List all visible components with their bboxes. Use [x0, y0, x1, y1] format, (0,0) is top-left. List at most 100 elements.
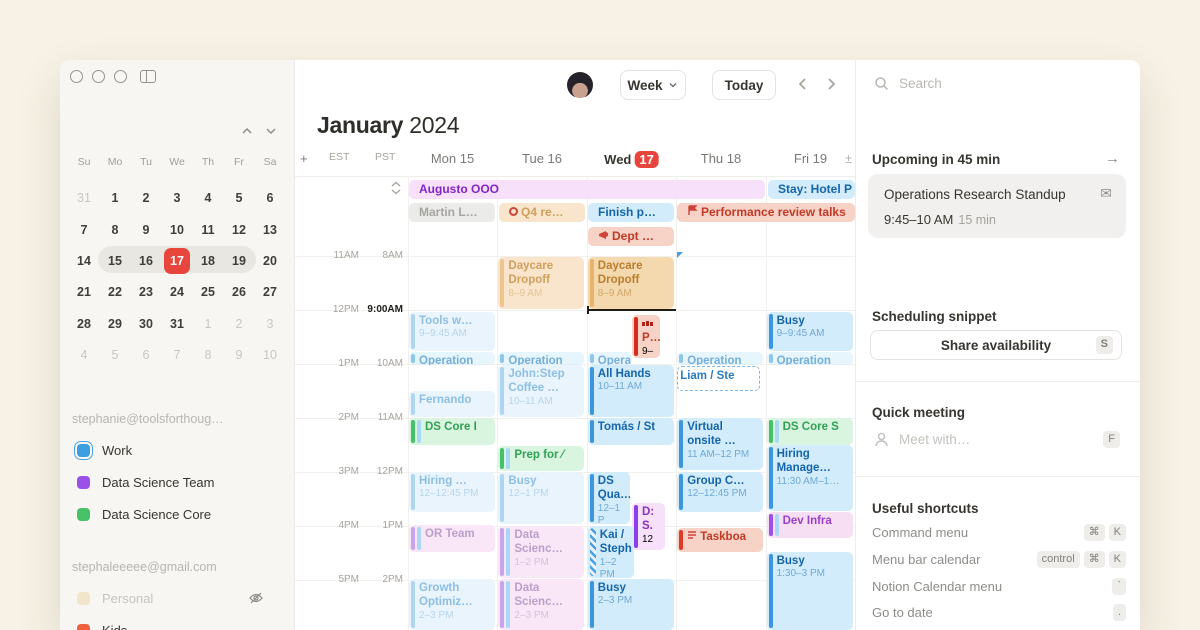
- event[interactable]: Stay: Hotel P: [768, 180, 855, 199]
- event[interactable]: Tomás / St: [587, 418, 674, 445]
- mini-cal-day[interactable]: 25: [201, 285, 215, 299]
- shortcut-row[interactable]: Menu bar calendar control ⌘ K: [872, 551, 1126, 569]
- event[interactable]: Group C… 12–12:45 PM: [677, 472, 764, 512]
- mini-cal-day[interactable]: 30: [139, 316, 153, 331]
- day-header-thu[interactable]: Thu 18: [700, 151, 742, 166]
- mini-cal-day[interactable]: 3: [266, 316, 274, 331]
- calendar-list-item[interactable]: Work: [72, 437, 282, 463]
- mini-cal-day[interactable]: 4: [80, 348, 88, 362]
- shortcut-row[interactable]: Notion Calendar menu `: [872, 578, 1126, 596]
- mini-cal-day[interactable]: 11: [201, 222, 215, 237]
- mini-cal-day[interactable]: 9: [235, 348, 243, 362]
- event[interactable]: Martin L…: [409, 203, 495, 222]
- calendar-list-item[interactable]: Kids: [72, 617, 282, 630]
- avatar[interactable]: [567, 72, 593, 98]
- event[interactable]: Prep for ⁄: [498, 446, 585, 471]
- mini-cal-day[interactable]: 5: [235, 191, 243, 205]
- event[interactable]: Q4 re…: [499, 203, 585, 222]
- event[interactable]: John:Step Coffee … 10–11 AM: [498, 365, 585, 417]
- sidebar-toggle-icon[interactable]: [140, 70, 156, 83]
- day-header-mon[interactable]: Mon 15: [430, 151, 475, 166]
- collapse-allday-icon[interactable]: [390, 181, 402, 195]
- event[interactable]: Hiring Manage… 11:30 AM–1…: [766, 445, 853, 511]
- event[interactable]: OR Team: [409, 525, 495, 552]
- mini-cal-day[interactable]: 6: [142, 348, 150, 362]
- event[interactable]: Dept …: [588, 227, 674, 246]
- mini-cal-day[interactable]: 10: [170, 222, 184, 237]
- mini-cal-day[interactable]: 4: [204, 191, 212, 205]
- event[interactable]: Tools w… 9–9:45 AM: [409, 312, 495, 351]
- event[interactable]: Opera: [587, 352, 632, 365]
- mini-cal-day[interactable]: 1: [204, 316, 212, 331]
- search-input[interactable]: Search: [874, 76, 942, 91]
- event[interactable]: Data Scienc… 2–3 PM: [498, 579, 585, 630]
- event[interactable]: Busy 2–3 PM: [587, 579, 674, 630]
- mini-cal-day[interactable]: 26: [232, 285, 246, 299]
- mini-cal-day[interactable]: 23: [139, 285, 153, 299]
- event[interactable]: D: S. 12: [632, 503, 665, 550]
- event[interactable]: Operation: [498, 352, 585, 365]
- hidden-calendar-icon[interactable]: [248, 590, 264, 606]
- event[interactable]: Growth Optimiz… 2–3 PM: [409, 579, 495, 630]
- event[interactable]: DS Qua… 12–1 P: [587, 472, 630, 524]
- mini-cal-day[interactable]: 22: [108, 285, 122, 299]
- calendar-list-item[interactable]: Data Science Core: [72, 501, 282, 527]
- window-close-icon[interactable]: [70, 70, 83, 83]
- event[interactable]: Virtual onsite … 11 AM–12 PM: [677, 418, 764, 470]
- mini-cal-day[interactable]: 7: [173, 348, 181, 362]
- event[interactable]: Busy 12–1 PM: [498, 472, 585, 524]
- mini-cal-day[interactable]: 28: [77, 316, 91, 331]
- event[interactable]: Operation: [766, 352, 853, 365]
- mini-cal-day[interactable]: 2: [142, 191, 150, 205]
- mini-cal-day[interactable]: 31: [170, 316, 184, 331]
- mini-cal-day[interactable]: 15: [108, 253, 122, 268]
- event[interactable]: Hiring … 12–12:45 PM: [409, 472, 495, 512]
- email-guests-icon[interactable]: ✉: [1100, 185, 1112, 201]
- event[interactable]: Augusto OOO: [409, 180, 765, 199]
- event[interactable]: Performance review talks: [677, 203, 855, 222]
- mini-cal-day[interactable]: 18: [201, 253, 215, 268]
- mini-cal-day[interactable]: 8: [204, 348, 212, 362]
- mini-cal-day[interactable]: 10: [263, 348, 277, 362]
- event[interactable]: Taskboa: [677, 528, 764, 552]
- mini-cal-day[interactable]: 13: [263, 222, 277, 237]
- mini-cal-next-icon[interactable]: [264, 126, 278, 136]
- mini-cal-day[interactable]: 5: [111, 348, 119, 362]
- event[interactable]: All Hands 10–11 AM: [587, 365, 674, 417]
- event[interactable]: Busy 9–9:45 AM: [766, 312, 853, 351]
- mini-cal-day[interactable]: 20: [263, 253, 277, 268]
- mini-cal-day[interactable]: 21: [77, 285, 91, 299]
- mini-cal-day[interactable]: 17: [164, 247, 190, 274]
- day-header-wed[interactable]: Wed 17: [604, 151, 659, 168]
- today-button[interactable]: Today: [712, 70, 776, 100]
- event[interactable]: Operation: [409, 352, 495, 365]
- event[interactable]: Kai / Steph 1–2 PM: [587, 526, 634, 578]
- mini-cal-day[interactable]: 19: [232, 253, 246, 268]
- mini-cal-day[interactable]: 1: [111, 191, 119, 205]
- event[interactable]: Dev Infra: [766, 512, 853, 538]
- upcoming-arrow-icon[interactable]: →: [1105, 150, 1120, 167]
- event[interactable]: Busy 1:30–3 PM: [766, 552, 853, 630]
- window-zoom-icon[interactable]: [114, 70, 127, 83]
- event[interactable]: Daycare Dropoff 8–9 AM: [498, 257, 585, 309]
- mini-cal-day[interactable]: 3: [173, 191, 181, 205]
- event[interactable]: Liam / Ste: [677, 366, 761, 391]
- event[interactable]: Finish p…: [588, 203, 674, 222]
- mini-cal-day[interactable]: 16: [139, 253, 153, 268]
- calendar-list-item[interactable]: Data Science Team: [72, 469, 282, 495]
- mini-cal-day[interactable]: 14: [77, 253, 91, 268]
- mini-cal-day[interactable]: 2: [235, 316, 243, 331]
- add-event-icon[interactable]: +: [300, 151, 308, 166]
- event[interactable]: P… 9–: [632, 315, 660, 358]
- upcoming-event-card[interactable]: Operations Research Standup ✉ 9:45–10 AM…: [868, 174, 1126, 238]
- mini-cal-day[interactable]: 24: [170, 285, 184, 299]
- mini-cal-day[interactable]: 8: [111, 222, 119, 237]
- mini-cal-day[interactable]: 7: [80, 222, 88, 237]
- prev-week-icon[interactable]: [795, 76, 811, 92]
- meet-with-input[interactable]: Meet with… F: [874, 430, 1124, 449]
- mini-cal-day[interactable]: 12: [232, 222, 246, 237]
- share-availability-button[interactable]: Share availability S: [870, 330, 1122, 360]
- day-header-fri[interactable]: Fri 19: [793, 151, 828, 166]
- mini-cal-day[interactable]: 31: [77, 191, 91, 205]
- event[interactable]: Data Scienc… 1–2 PM: [498, 526, 585, 578]
